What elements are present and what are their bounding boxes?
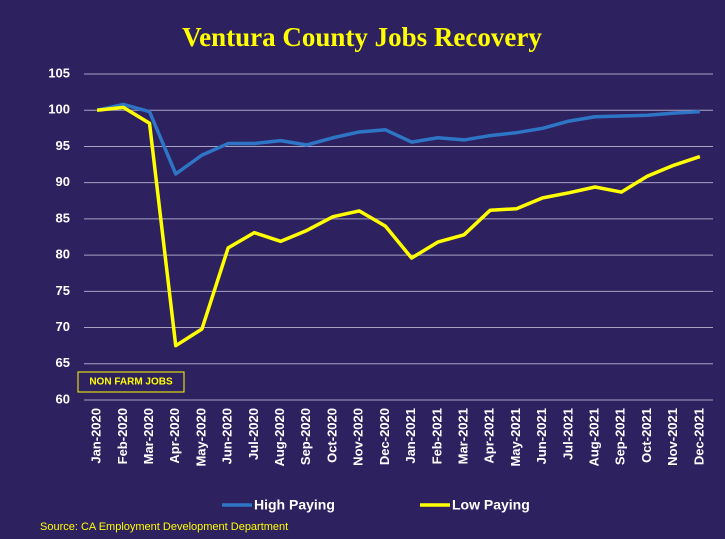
y-tick-label: 100 (48, 102, 70, 117)
x-tick-label: Sep-2021 (613, 408, 628, 465)
x-tick-label: May-2021 (508, 408, 523, 467)
y-tick-label: 70 (56, 319, 70, 334)
y-tick-label: 105 (48, 65, 70, 80)
y-tick-label: 65 (56, 355, 70, 370)
y-tick-label: 75 (56, 283, 70, 298)
x-tick-label: Mar-2021 (455, 408, 470, 464)
x-tick-label: Nov-2021 (665, 408, 680, 466)
series-line (96, 102, 700, 176)
x-tick-label: Aug-2021 (587, 408, 602, 467)
source: Source: CA Employment Development Depart… (40, 521, 288, 533)
y-tick-label: 60 (56, 391, 70, 406)
x-tick-label: Jan-2020 (89, 408, 104, 464)
x-tick-label: Feb-2020 (115, 408, 130, 464)
chart-title: Ventura County Jobs Recovery (182, 22, 542, 52)
x-tick-label: Mar-2020 (141, 408, 156, 464)
x-tick-label: Apr-2021 (482, 408, 497, 464)
x-tick-label: Jun-2020 (220, 408, 235, 464)
x-tick-label: Oct-2020 (324, 408, 339, 463)
x-tick-label: May-2020 (193, 408, 208, 467)
x-tick-label: Apr-2020 (167, 408, 182, 464)
x-tick-label: Jan-2021 (403, 408, 418, 464)
annotation-box (77, 371, 185, 393)
x-tick-label: Oct-2021 (639, 408, 654, 463)
y-tick-label: 85 (56, 210, 70, 225)
annotation: NON FARM JOBS (89, 377, 173, 388)
x-tick-label: Dec-2021 (691, 408, 706, 465)
y-tick-label: 80 (56, 247, 70, 262)
x-tick-label: Jun-2021 (534, 408, 549, 464)
legend-label: Low Paying (452, 497, 530, 513)
x-tick-label: Sep-2020 (298, 408, 313, 465)
legend-label: High Paying (254, 497, 335, 513)
series-line (96, 105, 701, 348)
y-tick-label: 90 (56, 174, 70, 189)
y-tick-label: 95 (56, 138, 70, 153)
x-tick-label: Jul-2020 (246, 408, 261, 460)
x-tick-label: Nov-2020 (351, 408, 366, 466)
x-tick-label: Dec-2020 (377, 408, 392, 465)
x-tick-label: Aug-2020 (272, 408, 287, 467)
x-tick-label: Feb-2021 (429, 408, 444, 464)
x-tick-label: Jul-2021 (560, 408, 575, 460)
